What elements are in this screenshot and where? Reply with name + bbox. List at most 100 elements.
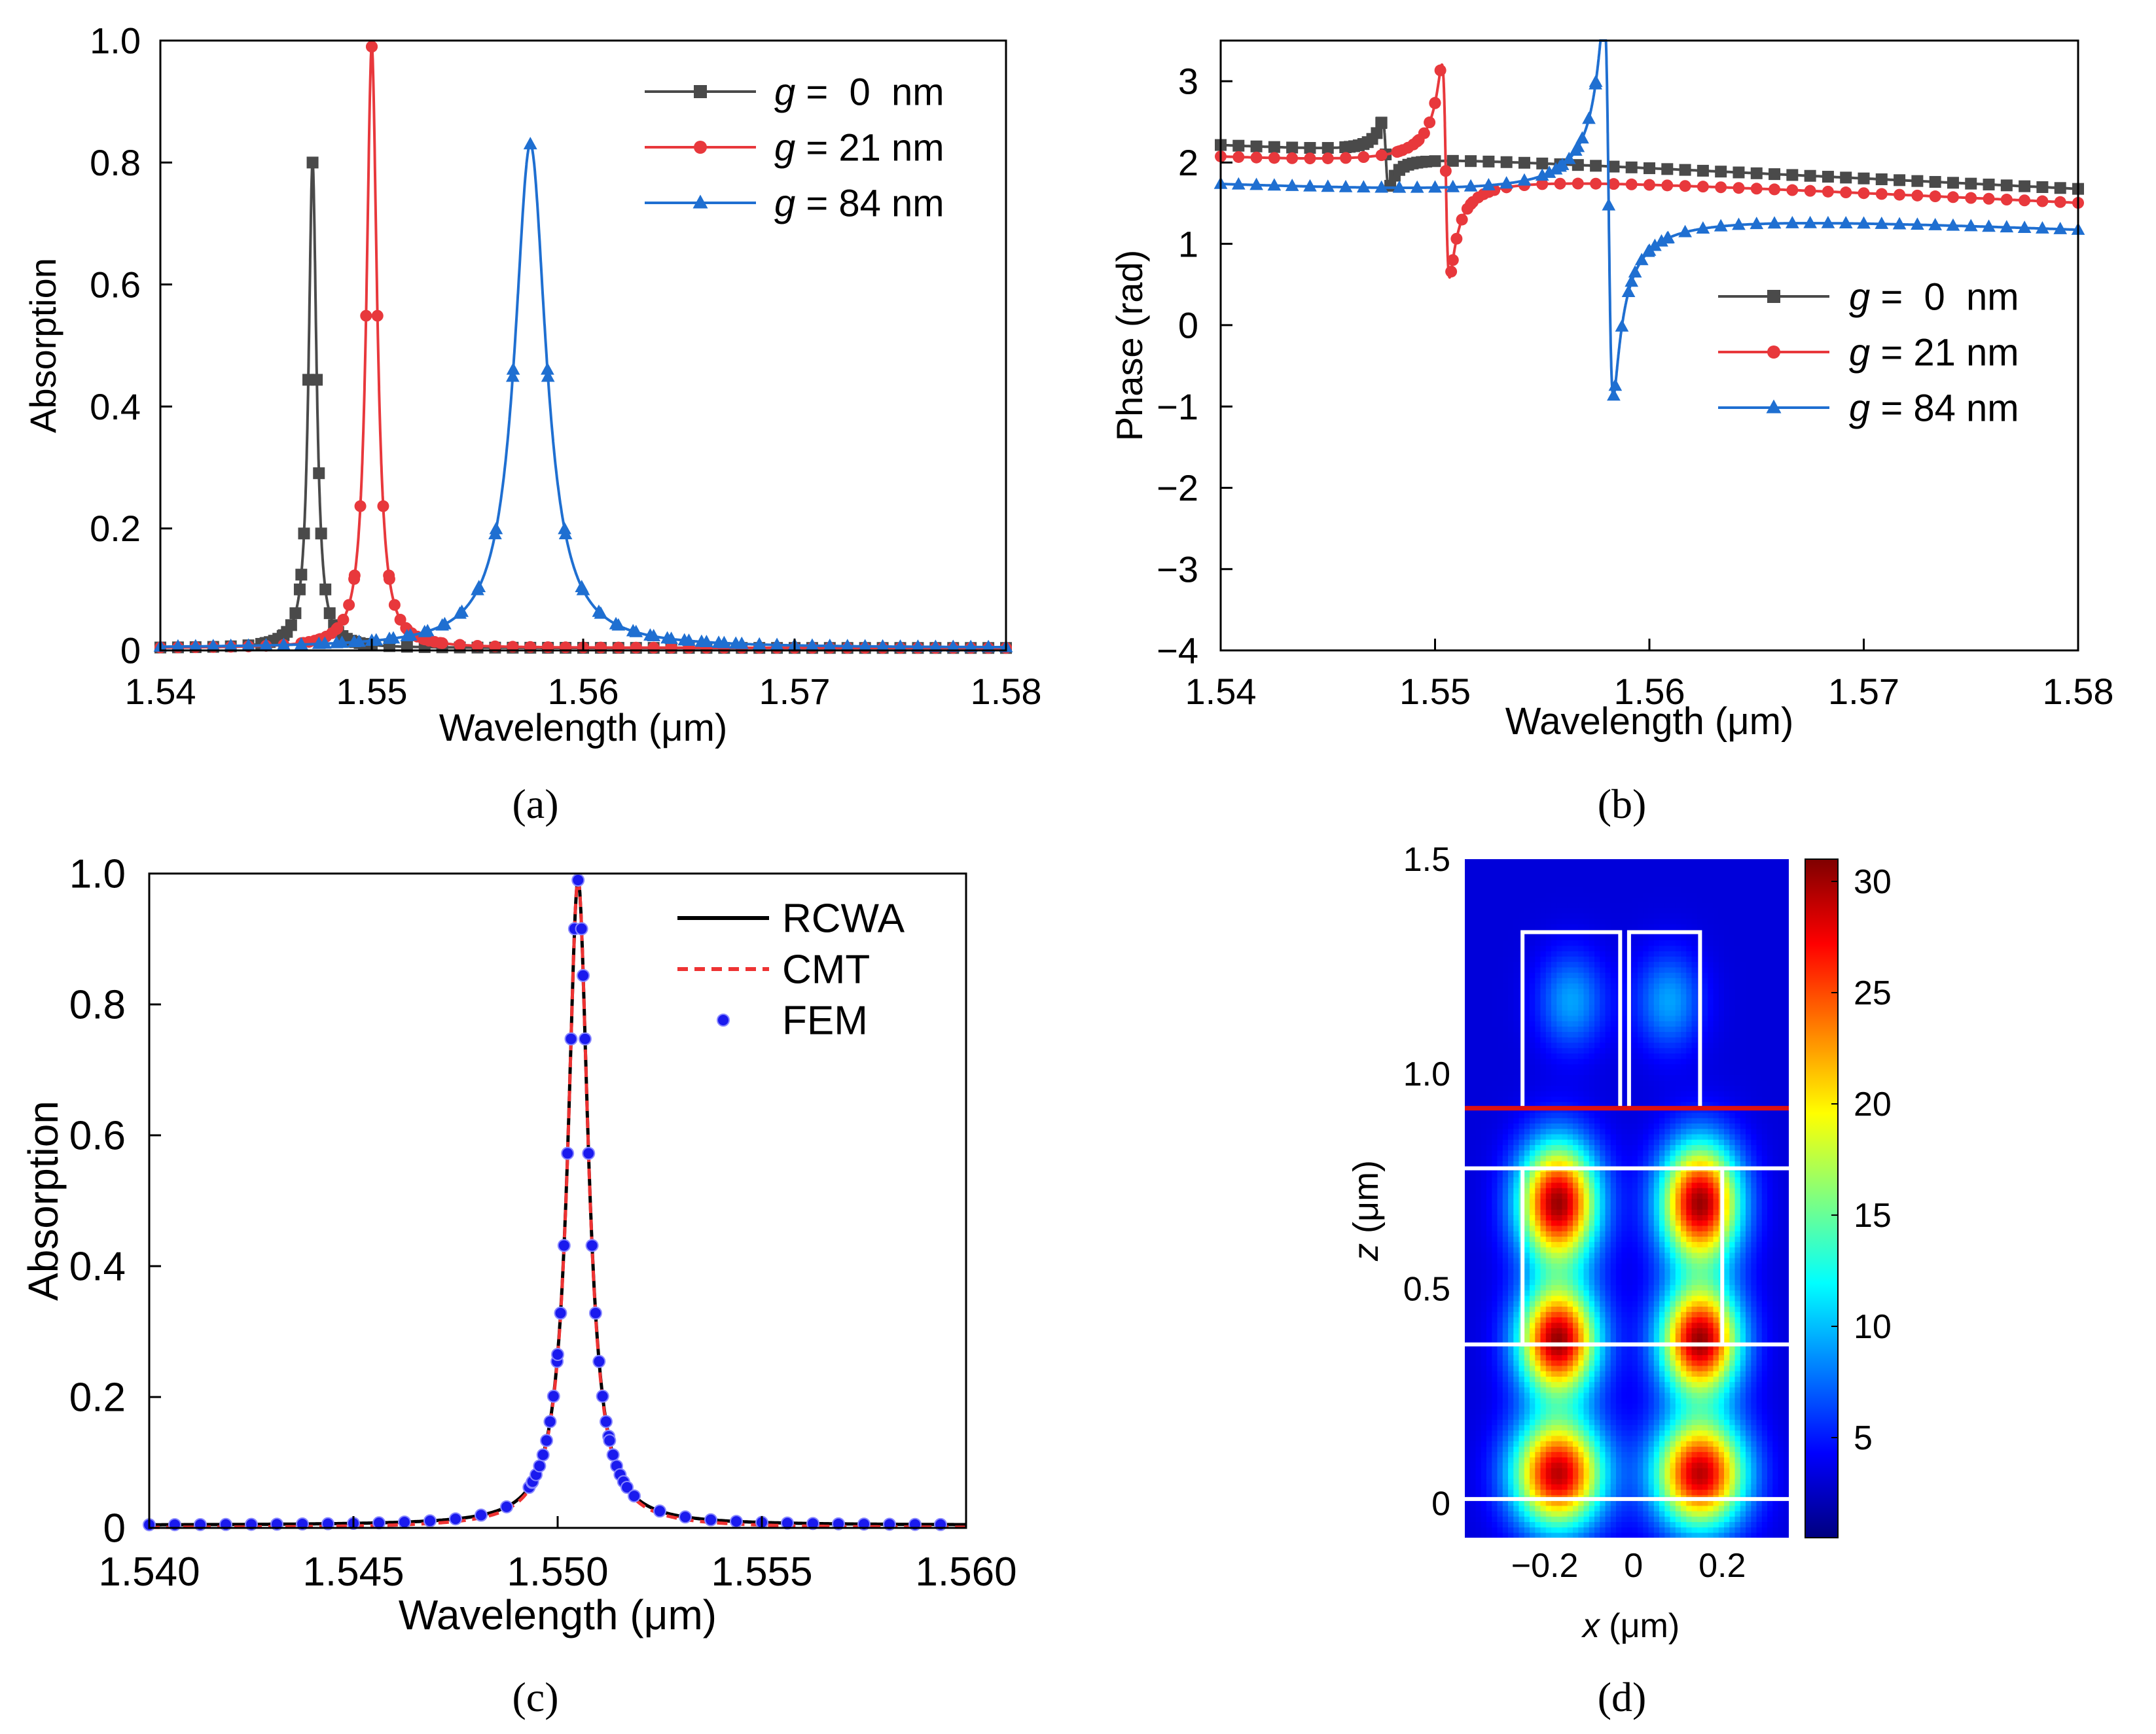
heatmap-cell [1573, 864, 1579, 871]
heatmap-cell [1567, 1144, 1573, 1151]
heatmap-cell [1470, 978, 1477, 984]
series-marker [438, 616, 452, 629]
heatmap-cell [1578, 923, 1585, 930]
heatmap-cell [1583, 1457, 1590, 1463]
heatmap-cell [1535, 934, 1541, 941]
heatmap-cell [1530, 1010, 1536, 1016]
legend-label: g = 84 nm [774, 182, 944, 224]
heatmap-cell [1524, 1424, 1530, 1431]
heatmap-cell [1632, 988, 1638, 995]
heatmap-cell [1513, 1354, 1520, 1361]
heatmap-cell [1605, 1381, 1611, 1388]
heatmap-cell [1486, 999, 1493, 1005]
series-marker [1500, 156, 1513, 168]
heatmap-cell [1551, 961, 1558, 968]
heatmap-cell [1508, 1381, 1515, 1388]
heatmap-cell [1556, 1279, 1563, 1285]
heatmap-cell [1632, 1532, 1638, 1538]
heatmap-cell [1513, 1230, 1520, 1237]
heatmap-cell [1600, 1150, 1606, 1156]
heatmap-cell [1551, 1349, 1558, 1355]
heatmap-cell [1583, 1273, 1590, 1280]
heatmap-cell [1470, 1317, 1477, 1323]
y-tick-label: 2 [1178, 142, 1198, 183]
heatmap-cell [1600, 886, 1606, 893]
heatmap-cell [1513, 1365, 1520, 1371]
heatmap-cell [1492, 1413, 1498, 1420]
heatmap-cell [1556, 966, 1563, 973]
heatmap-cell [1508, 1177, 1515, 1183]
heatmap-cell [1605, 923, 1611, 930]
heatmap-cell [1465, 923, 1471, 930]
heatmap-cell [1643, 1069, 1649, 1075]
heatmap-cell [1508, 1160, 1515, 1167]
heatmap-cell [1545, 1123, 1552, 1129]
heatmap-cell [1497, 1225, 1503, 1231]
heatmap-cell [1470, 1004, 1477, 1011]
heatmap-cell [1610, 1516, 1617, 1523]
heatmap-cell [1524, 1177, 1530, 1183]
heatmap-cell [1535, 1225, 1541, 1231]
heatmap-cell [1551, 1203, 1558, 1210]
heatmap-cell [1481, 1026, 1487, 1033]
heatmap-cell [1470, 1101, 1477, 1108]
heatmap-cell [1513, 1333, 1520, 1339]
heatmap-cell [1616, 902, 1623, 908]
heatmap-cell [1502, 1328, 1509, 1334]
heatmap-cell [1589, 870, 1595, 876]
heatmap-cell [1524, 1036, 1530, 1043]
heatmap-cell [1610, 1424, 1617, 1431]
heatmap-cell [1583, 1220, 1590, 1226]
heatmap-cell [1475, 1284, 1482, 1291]
heatmap-cell [1513, 1489, 1520, 1495]
heatmap-cell [1605, 1290, 1611, 1296]
heatmap-cell [1513, 1058, 1520, 1065]
heatmap-cell [1481, 1349, 1487, 1355]
heatmap-cell [1643, 1306, 1649, 1313]
heatmap-cell [1530, 1128, 1536, 1135]
heatmap-cell [1616, 1171, 1623, 1178]
heatmap-cell [1632, 1462, 1638, 1468]
heatmap-cell [1610, 902, 1617, 908]
x-tick-label: 1.57 [759, 671, 831, 712]
heatmap-cell [1556, 1252, 1563, 1258]
heatmap-cell [1481, 1015, 1487, 1021]
heatmap-cell [1583, 1333, 1590, 1339]
heatmap-cell [1513, 929, 1520, 935]
heatmap-cell [1513, 1010, 1520, 1016]
heatmap-cell [1502, 1398, 1509, 1404]
heatmap-cell [1567, 1198, 1573, 1205]
heatmap-cell [1605, 1090, 1611, 1097]
heatmap-cell [1632, 1080, 1638, 1086]
heatmap-cell [1567, 1360, 1573, 1366]
heatmap-cell [1481, 988, 1487, 995]
heatmap-cell [1497, 1527, 1503, 1533]
heatmap-cell [1470, 1413, 1477, 1420]
heatmap-cell [1638, 1133, 1644, 1140]
heatmap-cell [1600, 1468, 1606, 1474]
heatmap-cell [1513, 1155, 1520, 1161]
heatmap-cell [1573, 1478, 1579, 1485]
heatmap-cell [1626, 859, 1633, 865]
heatmap-cell [1470, 1258, 1477, 1264]
heatmap-cell [1556, 1273, 1563, 1280]
heatmap-cell [1562, 1128, 1568, 1135]
heatmap-cell [1589, 934, 1595, 941]
heatmap-cell [1594, 1322, 1601, 1328]
heatmap-cell [1573, 983, 1579, 989]
heatmap-cell [1545, 1403, 1552, 1409]
series-marker [1911, 217, 1924, 230]
heatmap-cell [1513, 1252, 1520, 1258]
heatmap-cell [1638, 1435, 1644, 1442]
series-marker [1321, 152, 1334, 164]
heatmap-cell [1600, 1118, 1606, 1124]
heatmap-cell [1497, 1532, 1503, 1538]
heatmap-cell [1508, 1413, 1515, 1420]
heatmap-cell [1551, 1300, 1558, 1307]
heatmap-cell [1610, 1155, 1617, 1161]
heatmap-cell [1643, 1532, 1649, 1538]
heatmap-cell [1481, 1230, 1487, 1237]
heatmap-cell [1594, 1031, 1601, 1038]
heatmap-cell [1475, 988, 1482, 995]
